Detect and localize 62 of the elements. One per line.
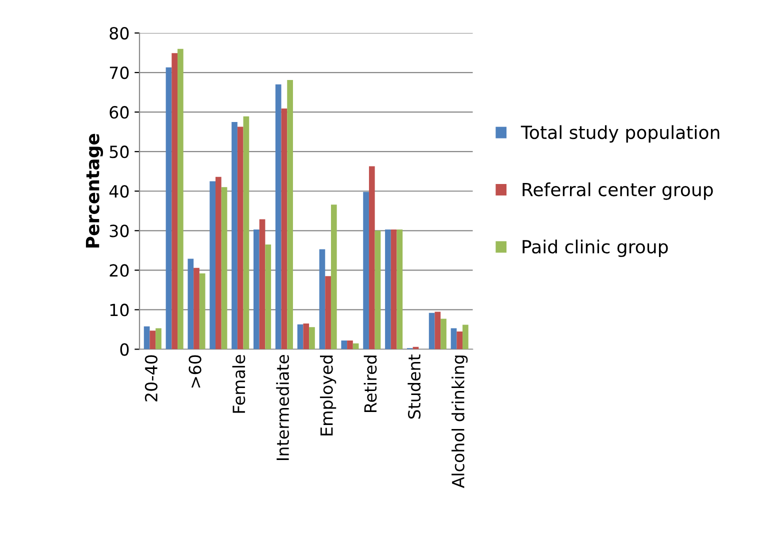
bar xyxy=(390,229,397,350)
bar xyxy=(259,219,266,350)
bar xyxy=(194,268,200,350)
x-tick-label: Employed xyxy=(320,356,336,436)
bar xyxy=(368,166,375,350)
bar xyxy=(221,187,228,350)
bar xyxy=(325,276,331,350)
x-tick-label: >60 xyxy=(188,355,202,388)
bar xyxy=(287,80,293,350)
x-tick-label: Female xyxy=(232,355,246,413)
y-tick-label: 10 xyxy=(110,304,129,316)
bar xyxy=(188,258,194,350)
y-tick-label: 0 xyxy=(120,343,129,356)
legend-label: Paid clinic group xyxy=(522,240,668,258)
bar xyxy=(450,328,457,350)
y-tick-label: 80 xyxy=(110,26,129,40)
bar xyxy=(319,249,326,350)
bar xyxy=(385,229,391,350)
y-tick-label: 40 xyxy=(109,185,129,198)
bar xyxy=(150,330,156,350)
bar xyxy=(440,318,446,350)
y-tick-label: 60 xyxy=(110,106,129,119)
bar xyxy=(434,312,441,350)
bar xyxy=(265,244,272,350)
x-tick-label: Alcohol drinking xyxy=(452,356,468,488)
y-axis-title: Percentage xyxy=(86,134,104,248)
legend-label: Referral center group xyxy=(522,182,713,200)
bar xyxy=(254,229,260,350)
x-tick-label: Intermediate xyxy=(276,355,290,460)
bar xyxy=(172,53,178,350)
bar xyxy=(237,126,244,350)
x-tick-label: 20-40 xyxy=(144,355,158,402)
bar xyxy=(166,67,172,350)
bar xyxy=(210,181,216,350)
bar xyxy=(396,229,403,350)
y-tick-label: 70 xyxy=(110,66,129,80)
bar xyxy=(456,331,463,350)
y-tick-label: 20 xyxy=(110,264,129,277)
bar xyxy=(216,176,222,350)
bar xyxy=(462,324,468,350)
bar xyxy=(303,324,310,350)
bar xyxy=(156,328,162,350)
bar xyxy=(374,230,381,350)
bar xyxy=(275,84,282,350)
bar xyxy=(144,326,150,350)
y-tick-label: 50 xyxy=(110,146,129,158)
bar xyxy=(297,324,304,350)
y-tick-label: 30 xyxy=(110,224,129,238)
bar xyxy=(199,273,206,350)
bar xyxy=(347,340,353,350)
bar xyxy=(341,340,348,350)
bar xyxy=(428,312,435,350)
bar xyxy=(363,192,369,350)
x-tick-label: Student xyxy=(408,354,421,419)
bar xyxy=(330,204,337,350)
bar xyxy=(232,122,238,350)
x-tick-label: Retired xyxy=(364,356,377,412)
bar xyxy=(178,48,184,350)
bar xyxy=(281,108,288,350)
legend-label: Total study population xyxy=(520,125,720,143)
bar xyxy=(243,116,250,350)
bar xyxy=(309,327,315,350)
